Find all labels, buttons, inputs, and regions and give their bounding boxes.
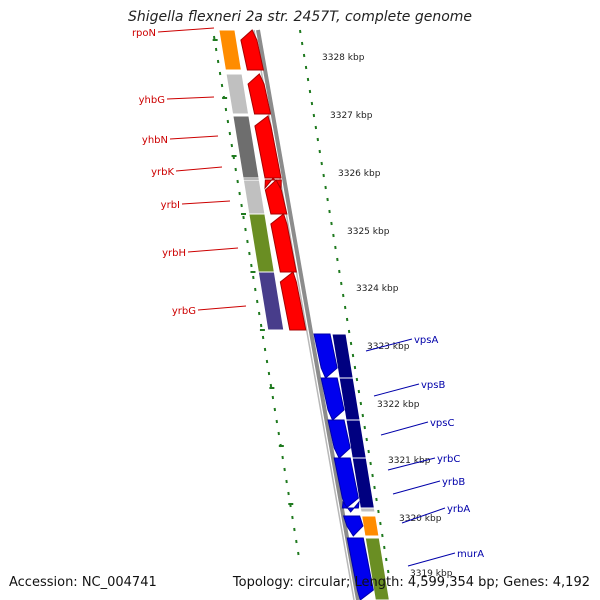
- leader-rpoN: [157, 27, 215, 33]
- gene-label-yrbA: yrbA: [447, 504, 470, 515]
- gene-arrow-yrbC: [333, 457, 359, 509]
- leader-vpsB: [373, 383, 420, 397]
- ruler-ticks: [212, 29, 390, 574]
- genome-title: Shigella flexneri 2a str. 2457T, complet…: [127, 9, 473, 25]
- reverse-strand-features: [218, 29, 307, 331]
- gene-arrow-yhbG: [247, 73, 272, 115]
- gene-label-yhbN: yhbN: [142, 135, 168, 146]
- leader-vpsA: [365, 338, 413, 352]
- leader-yhbG: [166, 96, 215, 100]
- gene-arrow-yrbB: [341, 500, 360, 513]
- gene-labels: rpoN yhbG yhbN yrbK yrbI yrbH yrbG vpsA vpsB vpsC…: [132, 27, 484, 567]
- leader-yrbG: [197, 305, 247, 311]
- gene-label-yrbG: yrbG: [172, 306, 196, 317]
- scale-label: 3325 kbp: [347, 227, 390, 237]
- leader-vpsC: [380, 421, 429, 436]
- gene-block-yrbA: [361, 515, 380, 537]
- scale-label: 3323 kbp: [367, 342, 410, 352]
- gene-arrow-yrbG: [279, 271, 307, 331]
- gene-arrow-yhbN: [254, 115, 282, 179]
- backbone-line: [256, 29, 360, 600]
- leader-yrbC: [387, 457, 436, 471]
- gene-block-yhbG: [225, 73, 250, 115]
- gene-arrow-yrbA: [342, 515, 364, 537]
- gene-block-vpsB: [338, 377, 361, 421]
- gene-arrow-vpsB: [320, 377, 345, 421]
- gene-block-vpsA: [331, 333, 354, 379]
- gene-block-rpoN: [218, 29, 242, 71]
- scale-label: 3326 kbp: [338, 169, 381, 179]
- gene-arrow-vpsC: [327, 419, 351, 459]
- genome-summary: Topology: circular; Length: 4,599,354 bp…: [232, 575, 590, 590]
- leader-yrbI: [181, 200, 231, 205]
- gene-block-yrbG: [257, 271, 285, 331]
- gene-block-yrbB: [359, 507, 376, 513]
- gene-block-murA: [364, 537, 390, 600]
- leader-yrbK: [175, 166, 223, 172]
- gene-label-yrbB: yrbB: [442, 477, 465, 488]
- forward-strand-features: [313, 333, 390, 600]
- gene-label-rpoN: rpoN: [132, 28, 156, 39]
- gene-label-yhbG: yhbG: [139, 95, 165, 106]
- gene-label-yrbK: yrbK: [151, 167, 174, 178]
- scale-labels: 3328 kbp 3327 kbp 3326 kbp 3325 kbp 3324 kbp…: [322, 53, 453, 579]
- leader-yrbA: [401, 507, 446, 524]
- leader-yrbH: [187, 247, 239, 253]
- scale-label: 3320 kbp: [399, 514, 442, 524]
- gene-block-yrbI: [242, 179, 266, 215]
- scale-label: 3319 kbp: [410, 569, 453, 579]
- gene-arrow-murA: [346, 537, 374, 600]
- leader-murA: [407, 552, 456, 567]
- gene-block-vpsC: [345, 419, 367, 459]
- gene-label-vpsC: vpsC: [430, 418, 454, 429]
- scale-label: 3328 kbp: [322, 53, 365, 63]
- gene-label-vpsB: vpsB: [421, 380, 445, 391]
- gene-label-yrbI: yrbI: [161, 200, 180, 211]
- gene-label-murA: murA: [457, 549, 484, 560]
- gene-arrow-yrbI: [264, 179, 288, 215]
- accession-label: Accession: NC_004741: [9, 575, 157, 590]
- gene-arrow-yrbH: [270, 213, 297, 273]
- gene-block-yrbH: [248, 213, 275, 273]
- leader-yhbN: [169, 135, 219, 140]
- scale-label: 3321 kbp: [388, 456, 431, 466]
- scale-label: 3327 kbp: [330, 111, 373, 121]
- scale-label: 3322 kbp: [377, 400, 420, 410]
- gene-label-vpsA: vpsA: [414, 335, 438, 346]
- gene-arrow-rpoN: [240, 29, 265, 71]
- scale-label: 3324 kbp: [356, 284, 399, 294]
- gene-label-yrbC: yrbC: [437, 454, 460, 465]
- leader-yrbB: [392, 480, 441, 495]
- gene-arrow-vpsA: [313, 333, 338, 379]
- gene-label-yrbH: yrbH: [162, 248, 186, 259]
